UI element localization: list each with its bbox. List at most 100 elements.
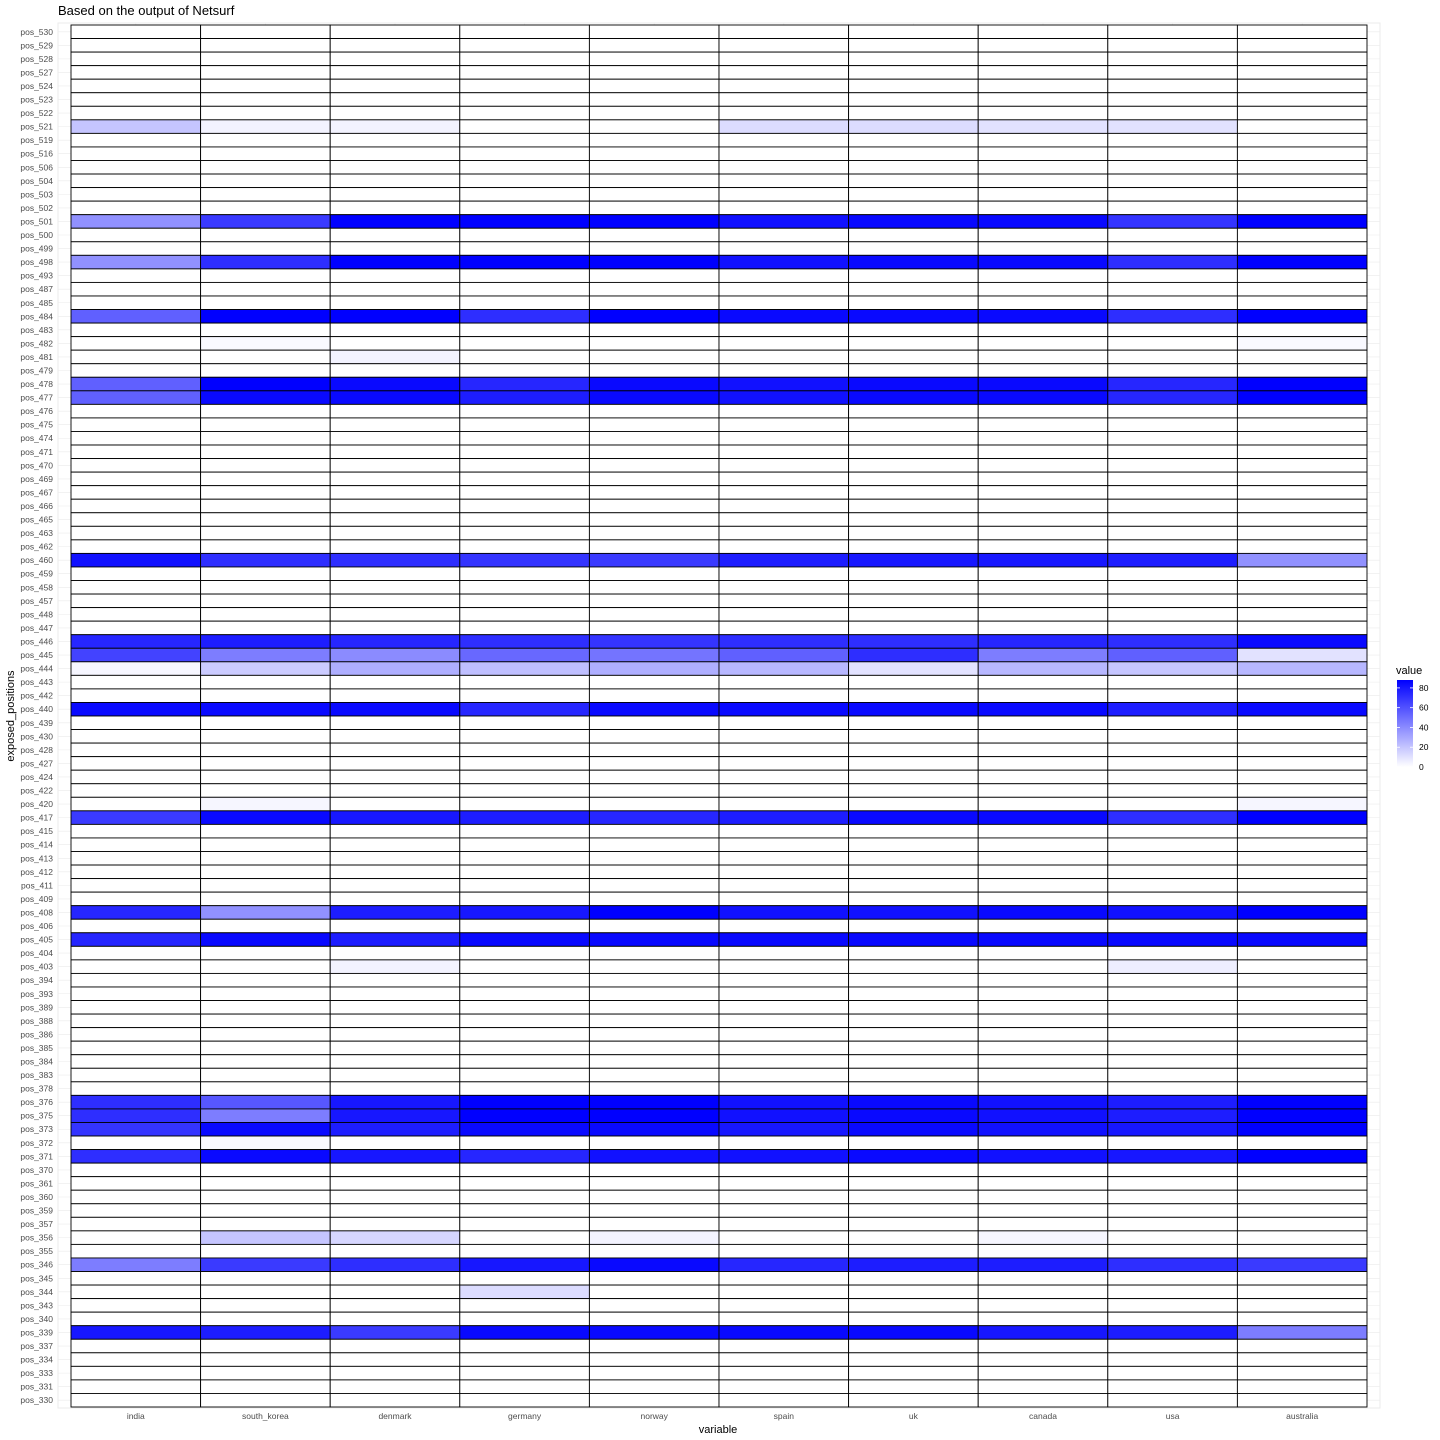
heatmap-cell <box>459 471 590 487</box>
heatmap-cell <box>1107 702 1238 717</box>
heatmap-cell <box>1236 322 1368 338</box>
y-tick-label: pos_388 <box>20 1016 53 1026</box>
heatmap-cell <box>977 552 1109 568</box>
heatmap-cell <box>848 363 979 378</box>
heatmap-cell <box>718 132 850 148</box>
heatmap-cell <box>459 24 590 39</box>
heatmap-cell <box>200 1162 331 1178</box>
heatmap-cell <box>588 1203 720 1218</box>
heatmap-cell <box>329 1203 461 1218</box>
heatmap-cell <box>200 24 331 39</box>
heatmap-cell <box>1107 607 1238 622</box>
y-tick-label: pos_506 <box>20 162 53 172</box>
y-tick-label: pos_420 <box>20 799 53 809</box>
heatmap-cell <box>329 214 461 229</box>
heatmap-cell <box>1107 959 1238 974</box>
heatmap-cell <box>459 512 590 527</box>
heatmap-cell <box>848 715 979 730</box>
heatmap-cell <box>977 1081 1109 1096</box>
heatmap-cell <box>1107 688 1238 703</box>
heatmap-cell <box>977 1325 1109 1340</box>
heatmap-cell <box>977 417 1109 432</box>
heatmap-cell <box>1107 241 1238 256</box>
heatmap-cell <box>459 1027 590 1042</box>
heatmap-cell <box>718 160 850 175</box>
heatmap-cell <box>1107 349 1238 365</box>
heatmap-cell <box>1107 1000 1238 1015</box>
heatmap-cell <box>329 65 461 80</box>
heatmap-cell <box>329 1311 461 1327</box>
heatmap-cell <box>718 552 850 568</box>
y-tick-label: pos_343 <box>20 1300 53 1310</box>
y-tick-label: pos_499 <box>20 244 53 254</box>
legend-title: value <box>1396 665 1422 677</box>
heatmap-cell <box>200 864 331 880</box>
heatmap-cell <box>848 444 979 460</box>
heatmap-cell <box>588 417 720 432</box>
heatmap-cell <box>200 119 331 134</box>
heatmap-cell <box>70 431 202 446</box>
heatmap-cell <box>977 1040 1109 1056</box>
heatmap-cell <box>977 376 1109 392</box>
heatmap-cell <box>1236 1081 1368 1096</box>
heatmap-cell <box>588 65 720 80</box>
heatmap-cell <box>588 227 720 243</box>
heatmap-cell <box>329 227 461 243</box>
heatmap-cell <box>70 891 202 907</box>
heatmap-cell <box>1107 268 1238 283</box>
heatmap-cell <box>588 715 720 730</box>
heatmap-cell <box>1236 431 1368 446</box>
y-tick-label: pos_346 <box>20 1260 53 1270</box>
heatmap-cell <box>848 105 979 121</box>
heatmap-cell <box>329 444 461 460</box>
heatmap-cell <box>70 674 202 690</box>
heatmap-cell <box>200 268 331 283</box>
heatmap-cell <box>848 837 979 852</box>
heatmap-cell <box>977 512 1109 527</box>
heatmap-cell <box>1107 403 1238 419</box>
heatmap-cell <box>1107 756 1238 771</box>
y-tick-label: pos_386 <box>20 1029 53 1039</box>
heatmap-cell <box>1107 972 1238 988</box>
heatmap-cell <box>1107 1149 1238 1164</box>
legend-colorbar <box>1397 680 1413 767</box>
heatmap-cell <box>70 634 202 649</box>
heatmap-cell <box>588 1081 720 1096</box>
heatmap-cell <box>329 363 461 378</box>
heatmap-cell <box>1107 1122 1238 1137</box>
heatmap-cell <box>459 1094 590 1110</box>
heatmap-cell <box>70 959 202 974</box>
heatmap-cell <box>1107 539 1238 554</box>
heatmap-cell <box>1107 1189 1238 1205</box>
heatmap-cell <box>1236 295 1368 310</box>
heatmap-cell <box>848 390 979 405</box>
heatmap-cell <box>977 1000 1109 1015</box>
y-tick-label: pos_408 <box>20 907 53 917</box>
heatmap-cell <box>848 187 979 202</box>
heatmap-cell <box>977 1189 1109 1205</box>
heatmap-cell <box>200 1338 331 1354</box>
heatmap-cell <box>459 580 590 595</box>
heatmap-cell <box>1107 1365 1238 1381</box>
heatmap-cell <box>1236 620 1368 636</box>
heatmap-cell <box>718 620 850 636</box>
heatmap-cell <box>1236 769 1368 785</box>
heatmap-cell <box>459 674 590 690</box>
heatmap-cell <box>977 268 1109 283</box>
heatmap-cell <box>70 796 202 812</box>
heatmap-cell <box>1107 458 1238 473</box>
heatmap-cell <box>718 1000 850 1015</box>
heatmap-cell <box>977 566 1109 581</box>
y-tick-label: pos_470 <box>20 460 53 470</box>
heatmap-cell <box>1236 525 1368 541</box>
heatmap-cell <box>588 38 720 53</box>
heatmap-cell <box>977 1352 1109 1367</box>
heatmap-cell <box>977 1135 1109 1151</box>
heatmap-cell <box>718 485 850 500</box>
heatmap-cell <box>459 620 590 636</box>
heatmap-cell <box>848 945 979 961</box>
heatmap-cell <box>459 634 590 649</box>
heatmap-cell <box>70 187 202 202</box>
heatmap-cell <box>718 823 850 839</box>
heatmap-cell <box>848 498 979 514</box>
